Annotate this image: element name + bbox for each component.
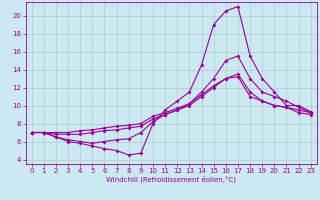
X-axis label: Windchill (Refroidissement éolien,°C): Windchill (Refroidissement éolien,°C): [106, 176, 236, 183]
